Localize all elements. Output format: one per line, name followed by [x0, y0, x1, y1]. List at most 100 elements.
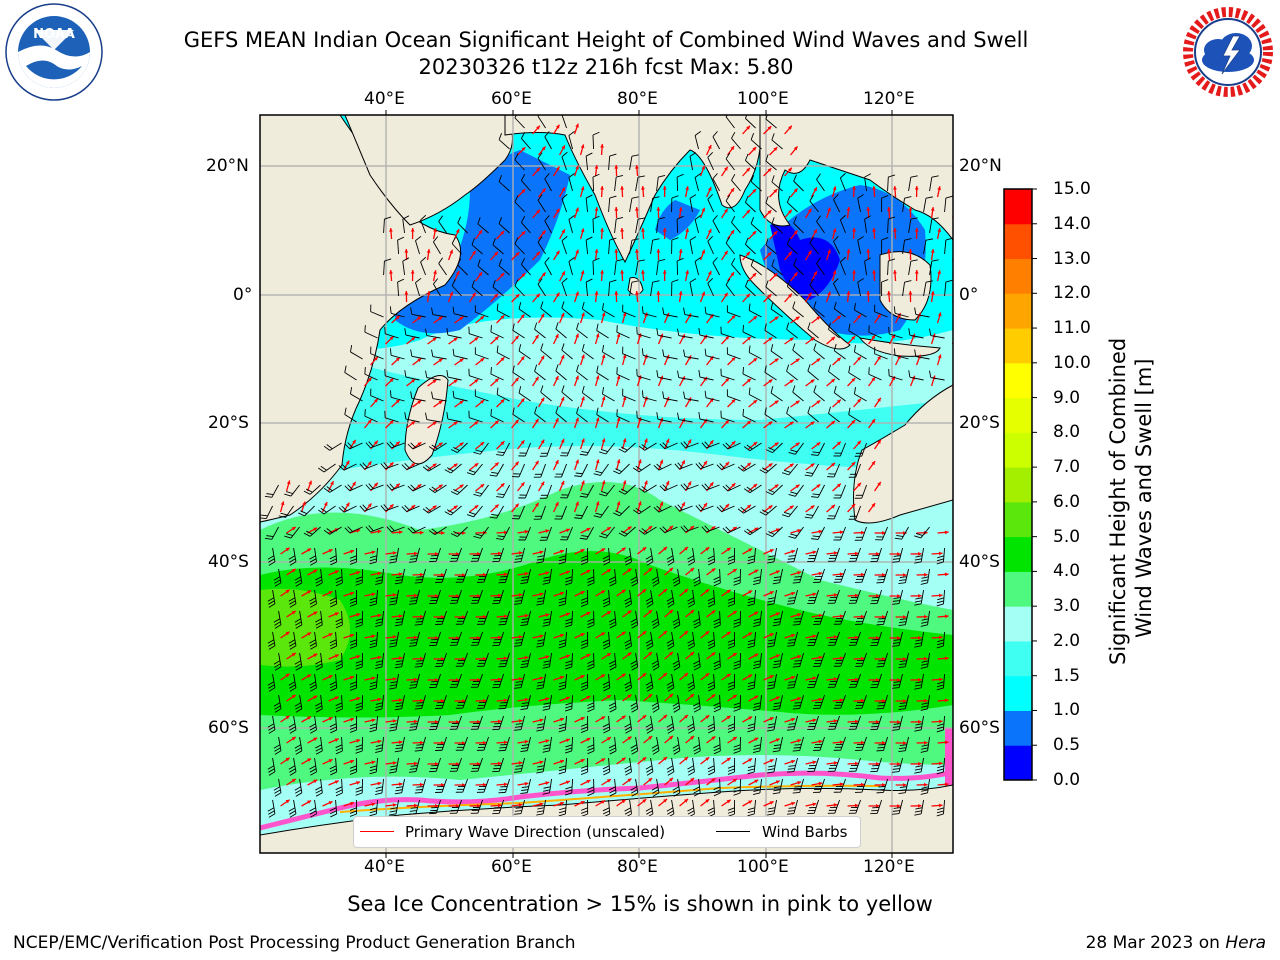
wind-barb [929, 370, 945, 381]
wave-direction-arrow [763, 209, 772, 219]
wind-barb [414, 610, 427, 626]
wind-barb [452, 390, 468, 402]
wave-direction-arrow [579, 438, 585, 450]
wave-direction-arrow [916, 656, 928, 661]
wave-direction-arrow [558, 312, 565, 324]
wind-barb [839, 256, 846, 276]
wave-direction-arrow [784, 209, 793, 219]
wave-direction-arrow [538, 146, 547, 156]
wind-barb [827, 631, 840, 646]
wave-direction-arrow [763, 167, 772, 177]
wave-direction-arrow [621, 312, 627, 324]
wind-barb [602, 673, 611, 692]
wind-barb [793, 258, 804, 276]
wave-direction-arrow [552, 459, 559, 471]
wind-barb [645, 673, 654, 692]
wave-direction-arrow [559, 145, 566, 156]
wind-barb [537, 278, 546, 297]
wave-direction-arrow [469, 462, 479, 471]
wind-barb [638, 526, 657, 535]
wind-barb [492, 631, 504, 647]
wind-barb [641, 348, 657, 360]
wind-barb [544, 257, 552, 276]
wind-barb [564, 610, 574, 628]
wave-direction-arrow [952, 595, 953, 597]
wind-barb [848, 589, 861, 604]
wind-barb [449, 589, 462, 604]
wave-direction-arrow [847, 593, 859, 598]
wave-direction-arrow [721, 461, 730, 471]
wind-barb [666, 547, 675, 566]
wave-direction-arrow [832, 656, 844, 661]
wave-direction-arrow [662, 227, 667, 240]
wind-barb [870, 673, 883, 689]
wave-direction-arrow [475, 614, 487, 619]
wind-barb [474, 347, 489, 360]
wind-barb [745, 153, 756, 171]
wave-direction-arrow [412, 572, 424, 577]
wave-direction-arrow [573, 249, 579, 261]
wave-direction-arrow [721, 419, 730, 429]
wind-barb [687, 631, 695, 650]
wave-direction-arrow [784, 633, 796, 639]
wave-direction-arrow [496, 572, 508, 577]
wind-barb [712, 257, 720, 276]
wind-barb [908, 175, 918, 192]
wave-direction-arrow [637, 630, 647, 639]
wind-barb [560, 442, 573, 457]
wave-direction-arrow [579, 270, 585, 282]
wind-barb [656, 258, 666, 276]
wave-direction-arrow [343, 591, 355, 597]
wave-direction-arrow [826, 462, 836, 471]
wind-barb [542, 652, 553, 669]
wind-barb [425, 328, 441, 339]
wind-barb [743, 484, 762, 494]
wind-barb [273, 652, 282, 671]
wind-barb [318, 505, 336, 515]
wind-barb [908, 217, 918, 234]
wave-direction-arrow [700, 672, 710, 681]
wind-barb [309, 589, 317, 608]
land-arabia [344, 115, 513, 226]
wind-barb [920, 610, 931, 627]
wave-direction-arrow [769, 316, 779, 324]
wave-direction-arrow [579, 480, 585, 492]
wind-barb [587, 652, 595, 671]
wind-barb [602, 547, 611, 566]
wave-direction-arrow [349, 439, 357, 450]
wave-direction-arrow [916, 614, 928, 619]
lon-tick-bottom-60e: 60°E [491, 857, 532, 877]
wind-barb [288, 589, 297, 608]
wind-barb [492, 238, 504, 255]
wave-direction-arrow [805, 336, 815, 345]
wind-barb [876, 568, 889, 584]
wind-barb [888, 326, 903, 339]
wave-direction-arrow [931, 593, 943, 598]
wind-barb [759, 505, 777, 516]
wave-direction-arrow [847, 551, 859, 556]
wind-barb [752, 568, 763, 586]
wind-barb [914, 589, 925, 606]
wave-direction-arrow [301, 547, 312, 555]
wind-barb [608, 610, 617, 629]
wave-direction-arrow [517, 481, 525, 492]
colorbar-segment [1004, 258, 1032, 294]
wave-direction-arrow [769, 570, 780, 576]
wind-barb [404, 370, 420, 381]
wind-barb [698, 370, 714, 381]
wave-direction-arrow [784, 167, 793, 177]
wave-direction-arrow [805, 208, 812, 219]
wave-direction-arrow [595, 547, 606, 555]
sea-ice-east [945, 728, 953, 800]
wave-direction-arrow [916, 530, 928, 535]
wind-barb [636, 326, 651, 339]
wind-barb [284, 526, 300, 539]
wave-direction-arrow [769, 484, 779, 492]
wind-barb [870, 589, 883, 605]
wind-barb [689, 278, 697, 297]
wave-direction-arrow [769, 400, 779, 408]
wave-direction-arrow [727, 314, 736, 324]
wind-barb [540, 385, 552, 402]
wave-direction-arrow [517, 571, 529, 576]
wave-direction-arrow [553, 166, 560, 177]
